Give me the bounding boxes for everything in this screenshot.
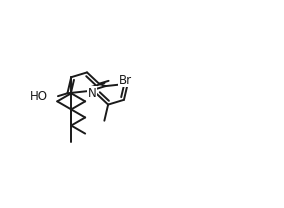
Text: Br: Br	[118, 74, 131, 87]
Text: N: N	[88, 87, 97, 100]
Text: HO: HO	[30, 90, 48, 103]
